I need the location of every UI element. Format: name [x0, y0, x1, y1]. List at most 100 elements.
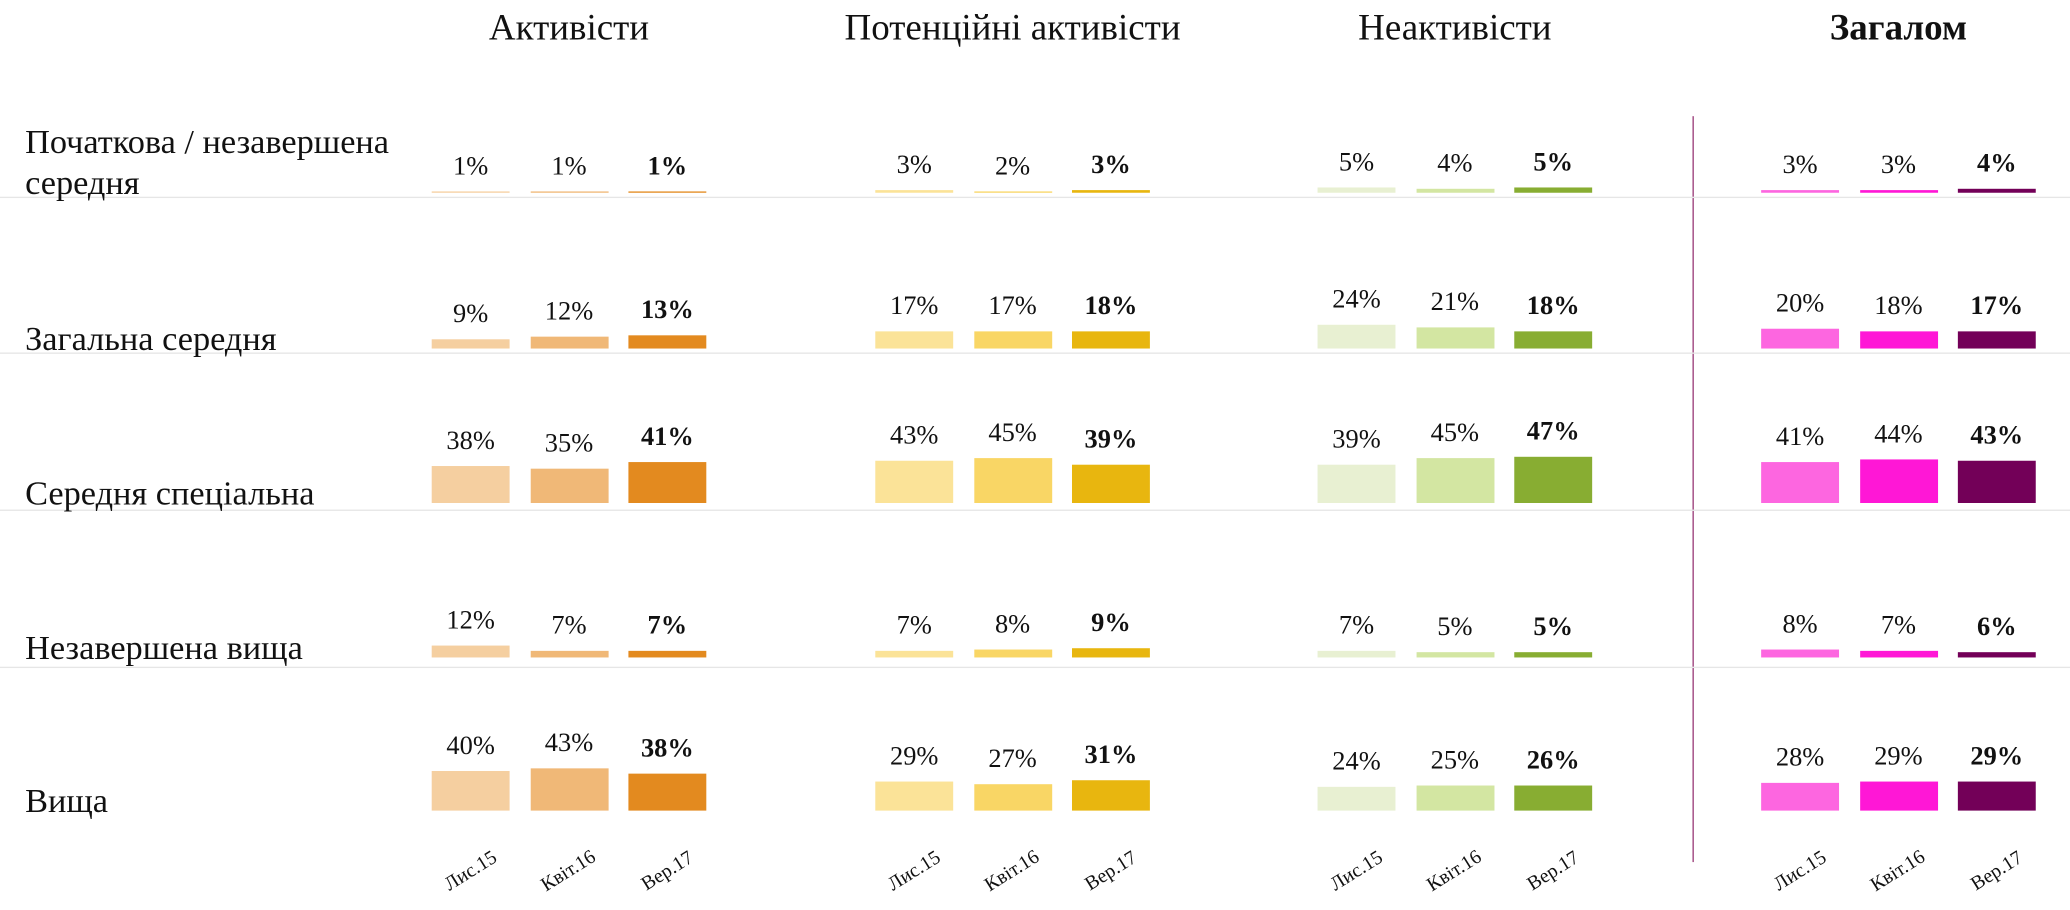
- bar: [1072, 779, 1150, 811]
- bar: [1859, 189, 1938, 193]
- value-label: 9%: [453, 300, 489, 330]
- row-label: Середня спеціальна: [25, 473, 315, 513]
- value-label: 41%: [1775, 422, 1825, 452]
- x-tick-label: Квіт.16: [1423, 846, 1486, 897]
- value-label: 5%: [1533, 612, 1574, 642]
- bar: [1317, 464, 1396, 503]
- bar: [875, 331, 954, 349]
- value-label: 29%: [890, 742, 939, 772]
- x-tick-label: Вер.17: [1523, 847, 1583, 896]
- value-label: 4%: [1976, 149, 2017, 179]
- bar: [875, 460, 954, 503]
- bar: [530, 768, 608, 811]
- value-label: 43%: [1970, 420, 2024, 450]
- value-label: 18%: [1084, 291, 1138, 321]
- bar: [1859, 650, 1938, 658]
- bar: [530, 191, 608, 194]
- value-label: 4%: [1437, 149, 1473, 179]
- value-label: 38%: [640, 733, 694, 763]
- value-label: 13%: [640, 296, 694, 326]
- bar: [1415, 652, 1494, 658]
- value-label: 45%: [1430, 418, 1480, 448]
- group-title: Загалом: [1829, 7, 1968, 49]
- value-label: 43%: [544, 728, 594, 758]
- value-label: 1%: [647, 152, 688, 182]
- x-tick-label: Лис.15: [1769, 847, 1830, 896]
- value-label: 29%: [1970, 742, 2024, 772]
- value-label: 47%: [1526, 416, 1580, 446]
- bar: [875, 650, 954, 658]
- value-label: 24%: [1332, 747, 1381, 777]
- value-label: 41%: [640, 422, 694, 452]
- bar: [1957, 781, 2036, 811]
- value-label: 24%: [1332, 285, 1381, 315]
- bar: [1514, 652, 1593, 658]
- bar: [628, 650, 707, 658]
- value-label: 44%: [1874, 419, 1923, 449]
- bar: [1514, 187, 1593, 193]
- bar: [1761, 189, 1840, 193]
- group-title: Потенційні активісти: [844, 7, 1181, 49]
- value-label: 17%: [890, 292, 939, 322]
- bar: [431, 339, 510, 349]
- value-label: 7%: [551, 610, 587, 640]
- value-label: 6%: [1976, 611, 2017, 641]
- x-tick-label: Лис.15: [440, 847, 501, 896]
- x-tick-label: Лис.15: [883, 847, 944, 896]
- value-label: 40%: [446, 731, 495, 761]
- separator: [0, 196, 2070, 199]
- bar: [431, 191, 510, 194]
- bar: [1072, 330, 1150, 349]
- x-tick-label: Квіт.16: [537, 846, 600, 897]
- bar: [875, 189, 954, 193]
- value-label: 1%: [453, 152, 489, 182]
- value-label: 8%: [994, 609, 1031, 639]
- bar: [1317, 187, 1396, 193]
- group-title: Неактивісти: [1358, 7, 1552, 49]
- value-label: 43%: [890, 420, 939, 450]
- bar: [1761, 782, 1840, 811]
- bar: [431, 770, 510, 811]
- group-title: Активісти: [488, 7, 650, 49]
- bar: [1957, 460, 2036, 503]
- bar: [1859, 459, 1938, 503]
- bar: [1072, 189, 1150, 193]
- bar: [973, 458, 1052, 503]
- value-label: 3%: [1880, 150, 1917, 180]
- value-label: 31%: [1084, 740, 1138, 770]
- bar: [1072, 648, 1150, 658]
- value-label: 38%: [446, 425, 495, 455]
- value-label: 27%: [988, 744, 1037, 774]
- bar: [1415, 188, 1494, 193]
- value-label: 3%: [1091, 150, 1131, 180]
- bar: [1761, 462, 1840, 503]
- value-label: 2%: [994, 151, 1031, 181]
- value-label: 25%: [1430, 746, 1480, 776]
- separator: [0, 352, 2070, 354]
- row-label: Початкова / незавершена середня: [25, 122, 390, 202]
- value-label: 21%: [1430, 288, 1480, 318]
- separator: [0, 666, 2070, 669]
- value-label: 17%: [988, 292, 1037, 322]
- x-tick-label: Квіт.16: [1867, 846, 1930, 897]
- bar: [1072, 464, 1150, 503]
- separator: [0, 509, 2070, 511]
- value-label: 1%: [551, 152, 587, 182]
- value-label: 39%: [1332, 424, 1381, 454]
- value-label: 18%: [1526, 291, 1580, 321]
- bar: [530, 468, 608, 503]
- bar: [1859, 781, 1938, 811]
- divider: [1692, 116, 1694, 863]
- x-tick-label: Вер.17: [637, 847, 697, 896]
- bar: [1514, 456, 1593, 503]
- bar: [973, 783, 1052, 811]
- bar: [1957, 188, 2036, 193]
- bar: [1761, 649, 1840, 658]
- bar: [1957, 651, 2036, 658]
- bar: [1317, 650, 1396, 658]
- bar: [1415, 327, 1494, 349]
- value-label: 3%: [1782, 150, 1818, 180]
- bar: [1957, 331, 2036, 349]
